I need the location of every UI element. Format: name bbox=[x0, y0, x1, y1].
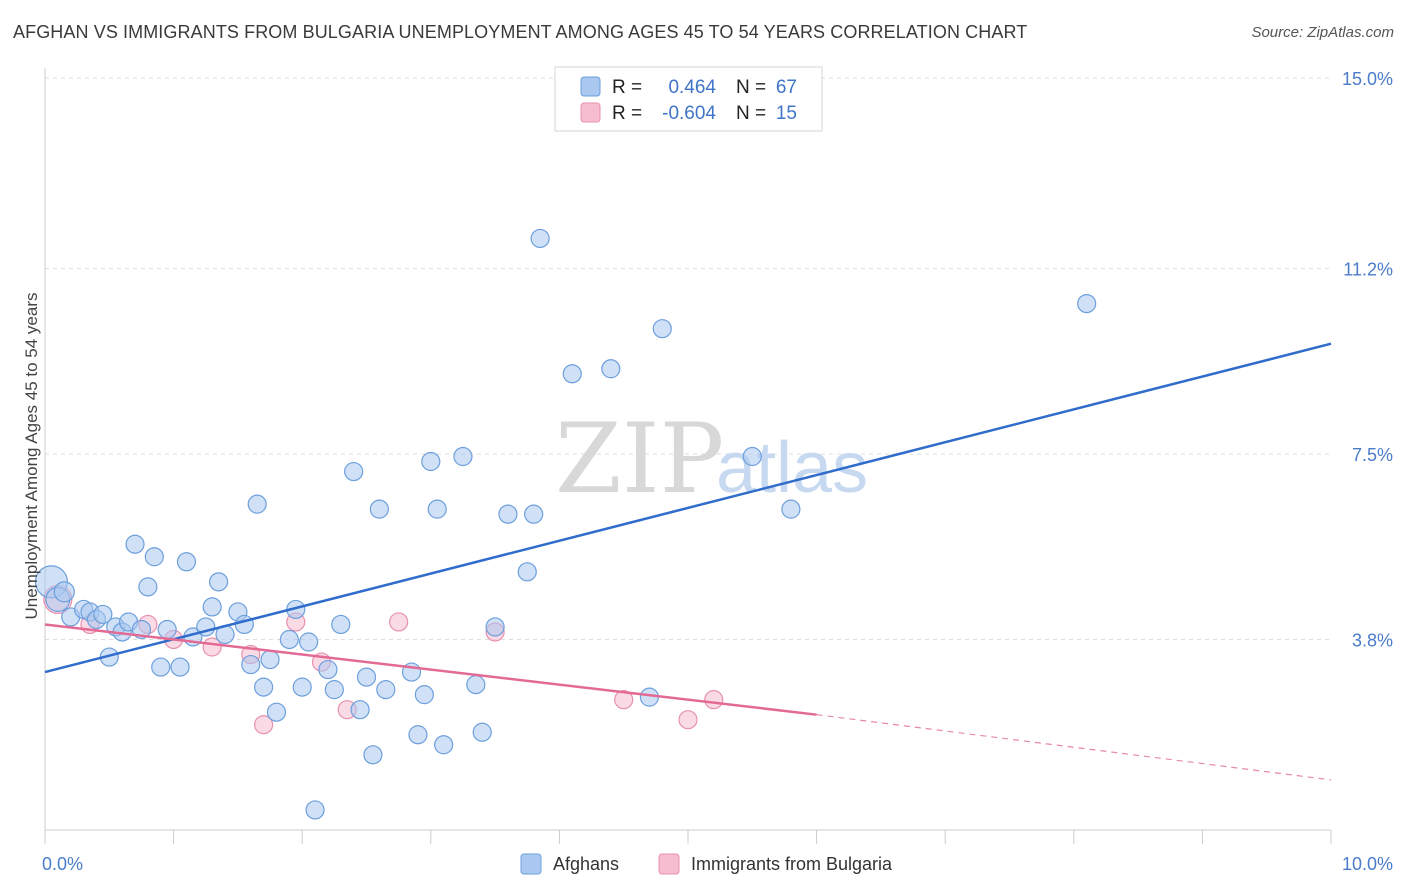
afghans-point-52 bbox=[453, 446, 473, 467]
afghans-point-42 bbox=[356, 667, 377, 687]
legend-swatch-bulgaria bbox=[580, 102, 601, 123]
afghans-point-62 bbox=[639, 687, 660, 707]
afghans-point-30 bbox=[260, 649, 280, 670]
afghans-point-44 bbox=[369, 499, 389, 519]
afghans-point-38 bbox=[324, 680, 344, 700]
bulgaria-point-13 bbox=[678, 710, 698, 730]
afghans-point-60 bbox=[562, 364, 582, 384]
afghans-point-16 bbox=[151, 657, 171, 677]
x-tick-label-0: 0.0% bbox=[42, 854, 83, 874]
bulgaria-trendline-extension bbox=[816, 714, 1332, 781]
afghans-point-29 bbox=[254, 677, 274, 697]
afghans-point-54 bbox=[472, 722, 492, 742]
axes bbox=[44, 68, 1332, 844]
afghans-point-65 bbox=[781, 499, 801, 519]
afghans-point-47 bbox=[408, 725, 428, 745]
afghans-point-50 bbox=[427, 499, 447, 519]
bulgaria-point-10 bbox=[389, 612, 409, 632]
legend-bottom-label-afghans: Afghans bbox=[553, 854, 619, 874]
bulgaria-trendline bbox=[44, 623, 817, 716]
afghans-point-61 bbox=[601, 359, 621, 379]
afghans-point-31 bbox=[266, 702, 287, 722]
afghans-point-22 bbox=[202, 597, 222, 617]
x-tick-labels: 0.0% 10.0% bbox=[42, 854, 1393, 874]
legend-top: R = 0.464 N = 67 R = -0.604 N = 15 bbox=[554, 66, 823, 132]
afghans-point-7 bbox=[93, 604, 113, 625]
watermark-zip: ZIP bbox=[555, 403, 724, 515]
afghans-point-41 bbox=[350, 700, 370, 720]
afghans-point-37 bbox=[318, 659, 338, 680]
legend-r-label-afghans: R = bbox=[612, 77, 642, 98]
series-immigrants-from-bulgaria-points bbox=[43, 584, 724, 735]
afghans-point-14 bbox=[138, 577, 158, 597]
bulgaria-point-12 bbox=[614, 690, 634, 710]
afghans-point-28 bbox=[247, 494, 267, 514]
afghans-point-34 bbox=[292, 677, 312, 697]
afghans-point-15 bbox=[144, 547, 164, 567]
afghans-point-27 bbox=[241, 654, 261, 675]
afghans-point-63 bbox=[652, 319, 672, 339]
afghans-point-56 bbox=[498, 504, 518, 524]
x-tick-label-1: 10.0% bbox=[1342, 854, 1393, 874]
afghans-point-51 bbox=[434, 735, 454, 755]
legend-n-value-afghans: 67 bbox=[776, 77, 797, 98]
afghans-point-58 bbox=[524, 504, 544, 524]
afghans-point-43 bbox=[363, 745, 383, 765]
legend-bottom-swatch-afghans bbox=[520, 853, 542, 875]
afghans-point-12 bbox=[125, 534, 145, 554]
legend-n-value-bulgaria: 15 bbox=[776, 103, 797, 124]
y-tick-label-1: 7.5% bbox=[1352, 445, 1393, 465]
afghans-point-18 bbox=[170, 657, 190, 677]
afghans-point-64 bbox=[742, 446, 762, 467]
source-label: Source: ZipAtlas.com bbox=[1251, 24, 1394, 41]
legend-r-label-bulgaria: R = bbox=[612, 103, 642, 124]
legend-r-value-afghans: 0.464 bbox=[668, 77, 716, 98]
gridlines bbox=[45, 77, 1331, 640]
afghans-point-49 bbox=[421, 451, 441, 472]
afghans-point-19 bbox=[176, 552, 197, 572]
afghans-point-35 bbox=[299, 632, 319, 652]
legend-bottom-swatch-bulgaria bbox=[658, 853, 680, 875]
legend-swatch-afghans bbox=[580, 76, 601, 97]
bulgaria-point-14 bbox=[704, 690, 724, 710]
legend-n-label-afghans: N = bbox=[736, 77, 766, 98]
y-tick-label-3: 15.0% bbox=[1342, 69, 1393, 89]
afghans-point-23 bbox=[209, 572, 229, 592]
afghans-point-57 bbox=[517, 562, 537, 582]
afghans-point-17 bbox=[157, 619, 177, 640]
y-tick-label-0: 3.8% bbox=[1352, 630, 1393, 650]
afghans-point-66 bbox=[1077, 294, 1097, 314]
afghans-point-59 bbox=[530, 228, 550, 249]
watermark: ZIP atlas bbox=[555, 403, 868, 515]
afghans-point-26 bbox=[234, 614, 254, 635]
legend-n-label-bulgaria: N = bbox=[736, 103, 766, 124]
afghans-point-48 bbox=[414, 685, 434, 705]
legend-bottom: Afghans Immigrants from Bulgaria bbox=[520, 853, 893, 875]
afghans-point-45 bbox=[376, 680, 396, 700]
afghans-point-2 bbox=[53, 581, 75, 603]
afghans-point-32 bbox=[279, 629, 299, 650]
y-tick-label-2: 11.2% bbox=[1343, 260, 1393, 280]
trendlines bbox=[44, 342, 1332, 781]
y-tick-labels: 3.8% 7.5% 11.2% 15.0% bbox=[1342, 69, 1393, 650]
afghans-point-53 bbox=[466, 675, 486, 695]
afghans-point-36 bbox=[305, 800, 325, 820]
afghans-point-39 bbox=[331, 614, 351, 635]
y-axis-title: Unemployment Among Ages 45 to 54 years bbox=[22, 293, 41, 620]
afghans-point-55 bbox=[485, 617, 505, 637]
series-afghans-points bbox=[34, 228, 1097, 820]
bulgaria-point-6 bbox=[254, 715, 274, 735]
afghans-point-40 bbox=[344, 461, 364, 482]
afghans-trendline bbox=[44, 342, 1332, 674]
legend-bottom-label-bulgaria: Immigrants from Bulgaria bbox=[691, 854, 893, 874]
chart-title: AFGHAN VS IMMIGRANTS FROM BULGARIA UNEMP… bbox=[13, 22, 1028, 42]
legend-r-value-bulgaria: -0.604 bbox=[662, 103, 716, 124]
